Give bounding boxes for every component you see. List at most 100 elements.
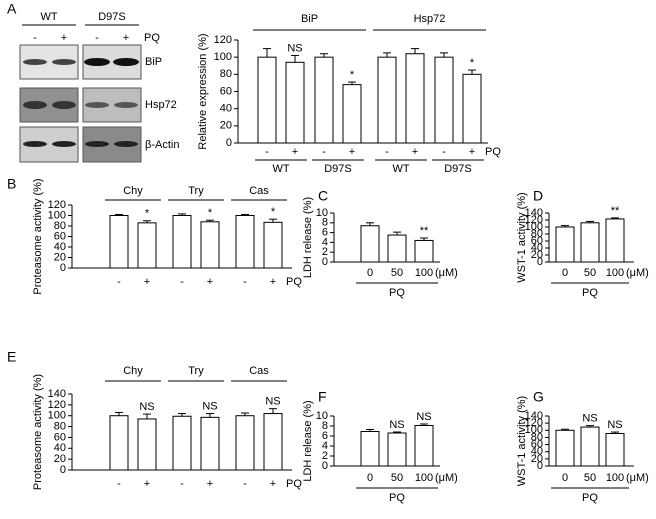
group-label: BiP: [301, 13, 318, 25]
band: [23, 141, 47, 147]
y-tick-label: 40: [531, 446, 543, 458]
panel-label: G: [533, 389, 544, 405]
y-tick-label: 2: [322, 450, 328, 462]
band: [85, 141, 109, 147]
x-axis-title: PQ: [389, 287, 405, 299]
x-tick-label: +: [270, 276, 276, 288]
unit-label: (μM): [435, 267, 458, 279]
x-tick-label: +: [270, 478, 276, 490]
y-tick-label: 80: [220, 68, 232, 80]
y-tick-label: 120: [48, 199, 66, 211]
x-tick-label: 0: [562, 472, 568, 484]
x-suffix: PQ: [286, 276, 302, 288]
bar: [580, 426, 600, 467]
y-tick-label: 0: [60, 262, 66, 274]
y-tick-label: 120: [214, 34, 232, 46]
x-tick-label: +: [207, 478, 213, 490]
x-tick-label: +: [144, 478, 150, 490]
bar: [387, 234, 407, 263]
y-tick-label: 120: [525, 214, 543, 226]
annotation: *: [271, 206, 276, 218]
annotation: NS: [416, 411, 431, 423]
annotation: *: [145, 208, 150, 220]
x-tick-label: -: [117, 478, 121, 490]
bar: [605, 433, 625, 467]
x-tick-label: -: [243, 478, 247, 490]
x-tick-label: 50: [584, 472, 596, 484]
y-tick-label: 0: [226, 137, 232, 149]
y-tick-label: 8: [322, 217, 328, 229]
annotation: NS: [582, 413, 597, 425]
x-axis-title: PQ: [389, 492, 405, 504]
western-blot: A WT D97S - + - + PQ BiP Hsp72 β-Actin: [7, 1, 179, 163]
band: [85, 102, 109, 108]
genotype-label: D97S: [98, 11, 126, 23]
y-tick-label: 20: [54, 251, 66, 263]
bar: [200, 221, 220, 269]
bar: [342, 84, 362, 144]
panel-label: B: [7, 176, 16, 192]
y-tick-label: 140: [525, 410, 543, 422]
bar: [434, 56, 454, 144]
bar: [257, 56, 277, 144]
x-tick-label: -: [180, 276, 184, 288]
y-tick-label: 0: [537, 256, 543, 268]
panel-label: C: [318, 188, 328, 204]
x-tick-label: 0: [367, 267, 373, 279]
treatment-label: +: [123, 32, 129, 44]
y-tick-label: 8: [322, 420, 328, 432]
treatment-label: -: [33, 32, 37, 44]
bar: [580, 222, 600, 263]
x-axis-title: PQ: [582, 287, 598, 299]
panel-label: A: [7, 1, 17, 17]
y-tick-label: 40: [531, 242, 543, 254]
x-tick-label: -: [442, 146, 446, 158]
y-tick-label: 40: [54, 442, 66, 454]
bar: [360, 431, 380, 467]
y-tick-label: 60: [220, 85, 232, 97]
subgroup-label: WT: [392, 163, 409, 175]
y-tick-label: 80: [54, 220, 66, 232]
y-tick-label: 100: [214, 51, 232, 63]
annotation: NS: [389, 419, 404, 431]
unit-label: (μM): [626, 267, 649, 279]
bar: [235, 215, 255, 269]
subgroup-label: D97S: [444, 163, 472, 175]
annotation: NS: [287, 42, 302, 54]
annotation: NS: [139, 401, 154, 413]
y-tick-label: 60: [54, 230, 66, 242]
y-tick-label: 40: [54, 241, 66, 253]
y-tick-label: 40: [220, 103, 232, 115]
y-tick-label: 140: [525, 207, 543, 219]
x-tick-label: -: [265, 146, 269, 158]
unit-label: (μM): [435, 472, 458, 484]
y-tick-label: 80: [531, 228, 543, 240]
subgroup-label: D97S: [324, 163, 352, 175]
y-tick-label: 120: [525, 417, 543, 429]
y-axis-title: Relative expression (%): [197, 33, 209, 149]
bar: [605, 218, 625, 263]
band: [23, 101, 47, 109]
band: [84, 58, 110, 66]
x-tick-label: -: [243, 276, 247, 288]
x-tick-label: +: [412, 146, 418, 158]
x-tick-label: 100: [415, 472, 433, 484]
x-tick-label: 100: [606, 472, 624, 484]
bar: [285, 61, 305, 144]
x-tick-label: 50: [391, 267, 403, 279]
y-tick-label: 60: [531, 438, 543, 450]
x-tick-label: 100: [415, 267, 433, 279]
bar: [414, 425, 434, 467]
x-tick-label: +: [144, 276, 150, 288]
protein-label: β-Actin: [145, 139, 179, 151]
bar: [172, 215, 192, 269]
y-tick-label: 0: [60, 464, 66, 476]
subgroup-label: WT: [272, 163, 289, 175]
bar: [172, 415, 192, 471]
band: [52, 141, 76, 147]
band: [114, 102, 138, 108]
panel-label: D: [533, 188, 543, 204]
y-tick-label: 10: [316, 207, 328, 219]
bar: [405, 53, 425, 144]
